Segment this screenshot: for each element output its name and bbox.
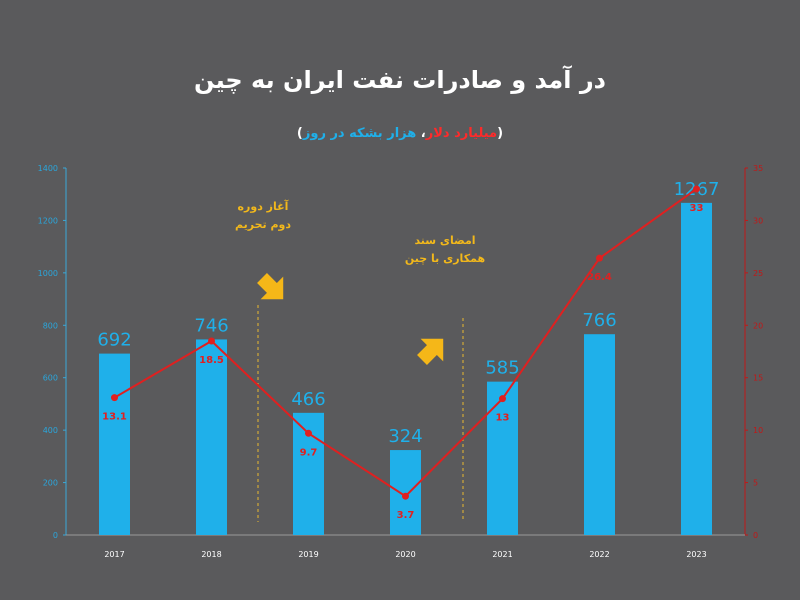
subtitle-separator: ،: [416, 126, 426, 141]
annotation-sanctions-line2: دوم تحریم: [234, 218, 292, 231]
revenue-value-label: 13: [496, 413, 510, 424]
x-tick-label: 2019: [298, 550, 318, 559]
x-tick-label: 2023: [686, 550, 706, 559]
bar-value-label: 692: [97, 330, 131, 351]
x-tick-label: 2022: [589, 550, 609, 559]
subtitle-close: ): [296, 126, 303, 141]
revenue-value-label: 18.5: [199, 355, 224, 366]
revenue-point: [596, 254, 603, 262]
revenue-value-label: 9.7: [300, 447, 318, 458]
right-tick-label: 15: [753, 374, 763, 383]
bar: [584, 334, 615, 535]
left-tick-label: 200: [43, 479, 58, 488]
bar-value-label: 746: [194, 315, 228, 336]
revenue-point: [499, 395, 506, 403]
right-tick-label: 5: [753, 479, 758, 488]
bar-value-label: 766: [582, 310, 616, 331]
bar: [99, 353, 130, 535]
bar-value-label: 585: [485, 358, 519, 379]
left-tick-label: 600: [43, 374, 58, 383]
right-tick-label: 0: [753, 531, 758, 540]
revenue-point: [305, 429, 312, 437]
subtitle-unit-volume: هزار بشکه در روز: [302, 126, 417, 141]
x-tick-label: 2020: [395, 550, 415, 559]
subtitle-unit-revenue: میلیارد دلار: [425, 126, 498, 141]
arrow-up-right-icon: [417, 338, 444, 365]
bar-value-label: 324: [388, 426, 422, 447]
left-tick-label: 800: [43, 321, 58, 330]
left-tick-label: 0: [53, 531, 58, 540]
arrow-down-right-icon: [257, 273, 284, 300]
x-tick-label: 2021: [492, 550, 512, 559]
chart-subtitle: (میلیارد دلار، هزار بشکه در روز): [0, 126, 800, 141]
right-tick-label: 20: [753, 321, 763, 330]
right-tick-label: 30: [753, 216, 763, 225]
revenue-value-label: 33: [690, 203, 704, 214]
left-tick-label: 1000: [38, 269, 58, 278]
bar: [487, 381, 518, 535]
annotation-agreement-line2: همکاری با چین: [404, 252, 486, 265]
x-tick-label: 2017: [104, 550, 124, 559]
revenue-value-label: 26.4: [587, 272, 612, 283]
right-tick-label: 25: [753, 269, 763, 278]
revenue-point: [208, 337, 215, 345]
annotation-sanctions-line1: آغاز دوره: [237, 200, 289, 213]
x-tick-label: 2018: [201, 550, 221, 559]
revenue-point: [693, 185, 700, 193]
chart-title: در آمد و صادرات نفت ایران به چین: [194, 66, 606, 94]
revenue-point: [111, 394, 118, 402]
annotation-sanctions: آغاز دوره دوم تحریم: [208, 198, 318, 234]
bar: [390, 450, 421, 535]
left-tick-label: 1400: [38, 164, 58, 173]
annotation-agreement-line1: امضای سند: [414, 234, 476, 247]
bar: [681, 202, 712, 536]
revenue-point: [402, 492, 409, 500]
subtitle-open: (: [497, 126, 504, 141]
bar: [196, 339, 227, 535]
revenue-value-label: 3.7: [397, 510, 415, 521]
left-tick-label: 1200: [38, 216, 58, 225]
revenue-value-label: 13.1: [102, 412, 127, 423]
annotation-agreement: امضای سند همکاری با چین: [380, 232, 510, 268]
left-tick-label: 400: [43, 426, 58, 435]
right-tick-label: 35: [753, 164, 763, 173]
right-tick-label: 10: [753, 426, 763, 435]
bar-value-label: 466: [291, 389, 325, 410]
